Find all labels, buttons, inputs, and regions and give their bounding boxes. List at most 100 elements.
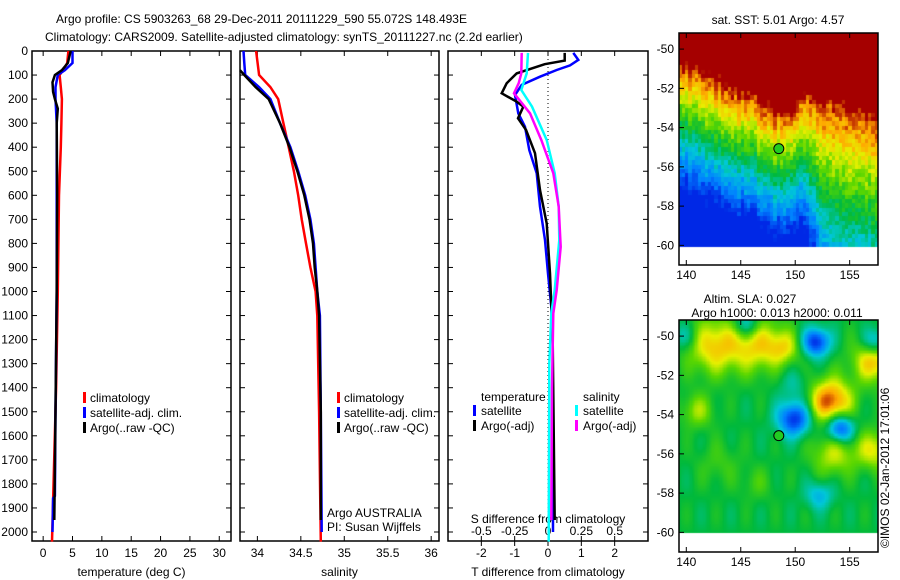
map-frame — [678, 32, 879, 266]
lat-tick-label: -54 — [657, 121, 675, 135]
map-subtitle: Argo h1000: 0.013 h2000: 0.011 — [691, 306, 863, 320]
lon-tick-label: 140 — [676, 555, 696, 569]
lon-tick-label: 150 — [785, 268, 805, 282]
x-tick-label: 15 — [125, 546, 139, 560]
lon-tick-label: 150 — [785, 555, 805, 569]
s-tick-label: -0.25 — [501, 524, 529, 538]
x-tick-label: 20 — [154, 546, 168, 560]
depth-tick-label: 100 — [8, 68, 28, 82]
map-title: Altim. SLA: 0.027 — [704, 292, 797, 306]
depth-tick-label: 1600 — [1, 429, 28, 443]
series-salinity-argo-adj- — [512, 52, 562, 521]
lat-tick-label: -56 — [657, 447, 675, 461]
legend-swatch — [83, 392, 86, 403]
s-tick-label: 0.5 — [606, 524, 623, 538]
legend-swatch — [473, 405, 476, 416]
s-tick-label: -0.5 — [471, 524, 492, 538]
x-tick-label: 10 — [95, 546, 109, 560]
sla-map: -50 -52 -54 -56 -58 -60 140 145 150 155 Altim. SLA… — [657, 292, 879, 569]
lon-tick-label: 140 — [676, 268, 696, 282]
depth-tick-label: 1900 — [1, 501, 28, 515]
x-tick-label: 34.5 — [289, 546, 313, 560]
x-tick-label: 34 — [251, 546, 265, 560]
lat-tick-label: -50 — [657, 329, 675, 343]
legend-swatch — [575, 405, 578, 416]
x-tick-label: 0 — [40, 546, 47, 560]
depth-tick-label: 1200 — [1, 333, 28, 347]
lat-tick-label: -60 — [657, 238, 675, 252]
depth-tick-label: 1800 — [1, 477, 28, 491]
depth-tick-label: 1400 — [1, 381, 28, 395]
x-axis-label: T difference from climatology — [471, 565, 625, 579]
depth-tick-label: 300 — [8, 116, 28, 130]
title-line-2: Climatology: CARS2009. Satellite-adjuste… — [45, 30, 523, 44]
depth-tick-label: 200 — [8, 92, 28, 106]
x-tick-label: 35.5 — [376, 546, 400, 560]
legend-swatch — [337, 407, 340, 418]
legend-label: Argo(-adj) — [583, 419, 636, 433]
lon-tick-label: 145 — [731, 555, 751, 569]
legend-swatch — [575, 420, 578, 431]
lon-tick-label: 155 — [840, 555, 860, 569]
depth-tick-label: 1300 — [1, 357, 28, 371]
series-argo-raw-qc- — [51, 50, 72, 521]
legend-swatch — [337, 422, 340, 433]
x-tick-label: 5 — [69, 546, 76, 560]
x-axis-label: salinity — [321, 565, 358, 579]
depth-tick-label: 1700 — [1, 453, 28, 467]
legend-label: Argo(-adj) — [481, 419, 534, 433]
x-tick-label: 25 — [183, 546, 197, 560]
legend-label: climatology — [344, 391, 404, 405]
depth-tick-label: 500 — [8, 164, 28, 178]
legend-swatch — [473, 420, 476, 431]
lon-tick-label: 155 — [840, 268, 860, 282]
legend-label: satellite — [583, 404, 624, 418]
depth-tick-label: 400 — [8, 140, 28, 154]
legend-label: satellite-adj. clim. — [344, 406, 436, 420]
legend-swatch — [83, 422, 86, 433]
copyright-text: ©IMOS 02-Jan-2012 17:01:06 — [878, 387, 892, 548]
lon-tick-label: 145 — [731, 268, 751, 282]
profile-panel-3: -2 -1 0 1 2 T difference from climatology -0.5… — [447, 50, 649, 579]
legend-swatch — [83, 407, 86, 418]
depth-tick-label: 900 — [8, 260, 28, 274]
legend-label: Argo(..raw -QC) — [344, 421, 429, 435]
argo-location-marker — [773, 143, 785, 155]
series-argo-raw-qc- — [239, 69, 323, 520]
title-line-1: Argo profile: CS 5903263_68 29-Dec-2011 … — [56, 12, 467, 26]
x-tick-label: 1 — [578, 546, 585, 560]
x-tick-label: 2 — [611, 546, 618, 560]
argo-location-marker — [773, 430, 785, 442]
lat-tick-label: -60 — [657, 525, 675, 539]
x-tick-label: 0 — [545, 546, 552, 560]
profile-panel-1: 0100200300400500600700800900100011001200… — [1, 44, 232, 579]
legend-label: satellite-adj. clim. — [90, 406, 182, 420]
depth-tick-label: 2000 — [1, 525, 28, 539]
sst-map: -50 -52 -54 -56 -58 -60 140 145 150 155 sat. SST: … — [657, 13, 879, 282]
depth-tick-label: 600 — [8, 188, 28, 202]
annotation-text: Argo AUSTRALIA — [327, 506, 422, 520]
x-tick-label: 30 — [213, 546, 227, 560]
map-frame — [678, 319, 879, 553]
legend-header-temperature: temperature — [481, 390, 546, 404]
legend-label: Argo(..raw -QC) — [90, 421, 175, 435]
profile-panel-2: 34 34.5 35 35.5 36 salinity climatologysatelli… — [239, 50, 440, 579]
x-tick-label: 36 — [424, 546, 438, 560]
series-temperature-satellite — [513, 52, 581, 533]
depth-tick-label: 700 — [8, 212, 28, 226]
s-tick-label: 0.25 — [570, 524, 594, 538]
map-title: sat. SST: 5.01 Argo: 4.57 — [712, 13, 845, 27]
legend-label: climatology — [90, 391, 150, 405]
depth-tick-label: 800 — [8, 236, 28, 250]
depth-tick-label: 1100 — [2, 309, 28, 323]
x-tick-label: 35 — [338, 546, 352, 560]
x-tick-label: -2 — [476, 546, 487, 560]
lat-tick-label: -50 — [657, 42, 675, 56]
lat-tick-label: -52 — [657, 368, 675, 382]
series-climatology — [254, 50, 323, 542]
depth-tick-label: 1500 — [1, 405, 28, 419]
lat-tick-label: -56 — [657, 160, 675, 174]
x-tick-label: -1 — [509, 546, 520, 560]
x-axis-label: temperature (deg C) — [77, 565, 185, 579]
